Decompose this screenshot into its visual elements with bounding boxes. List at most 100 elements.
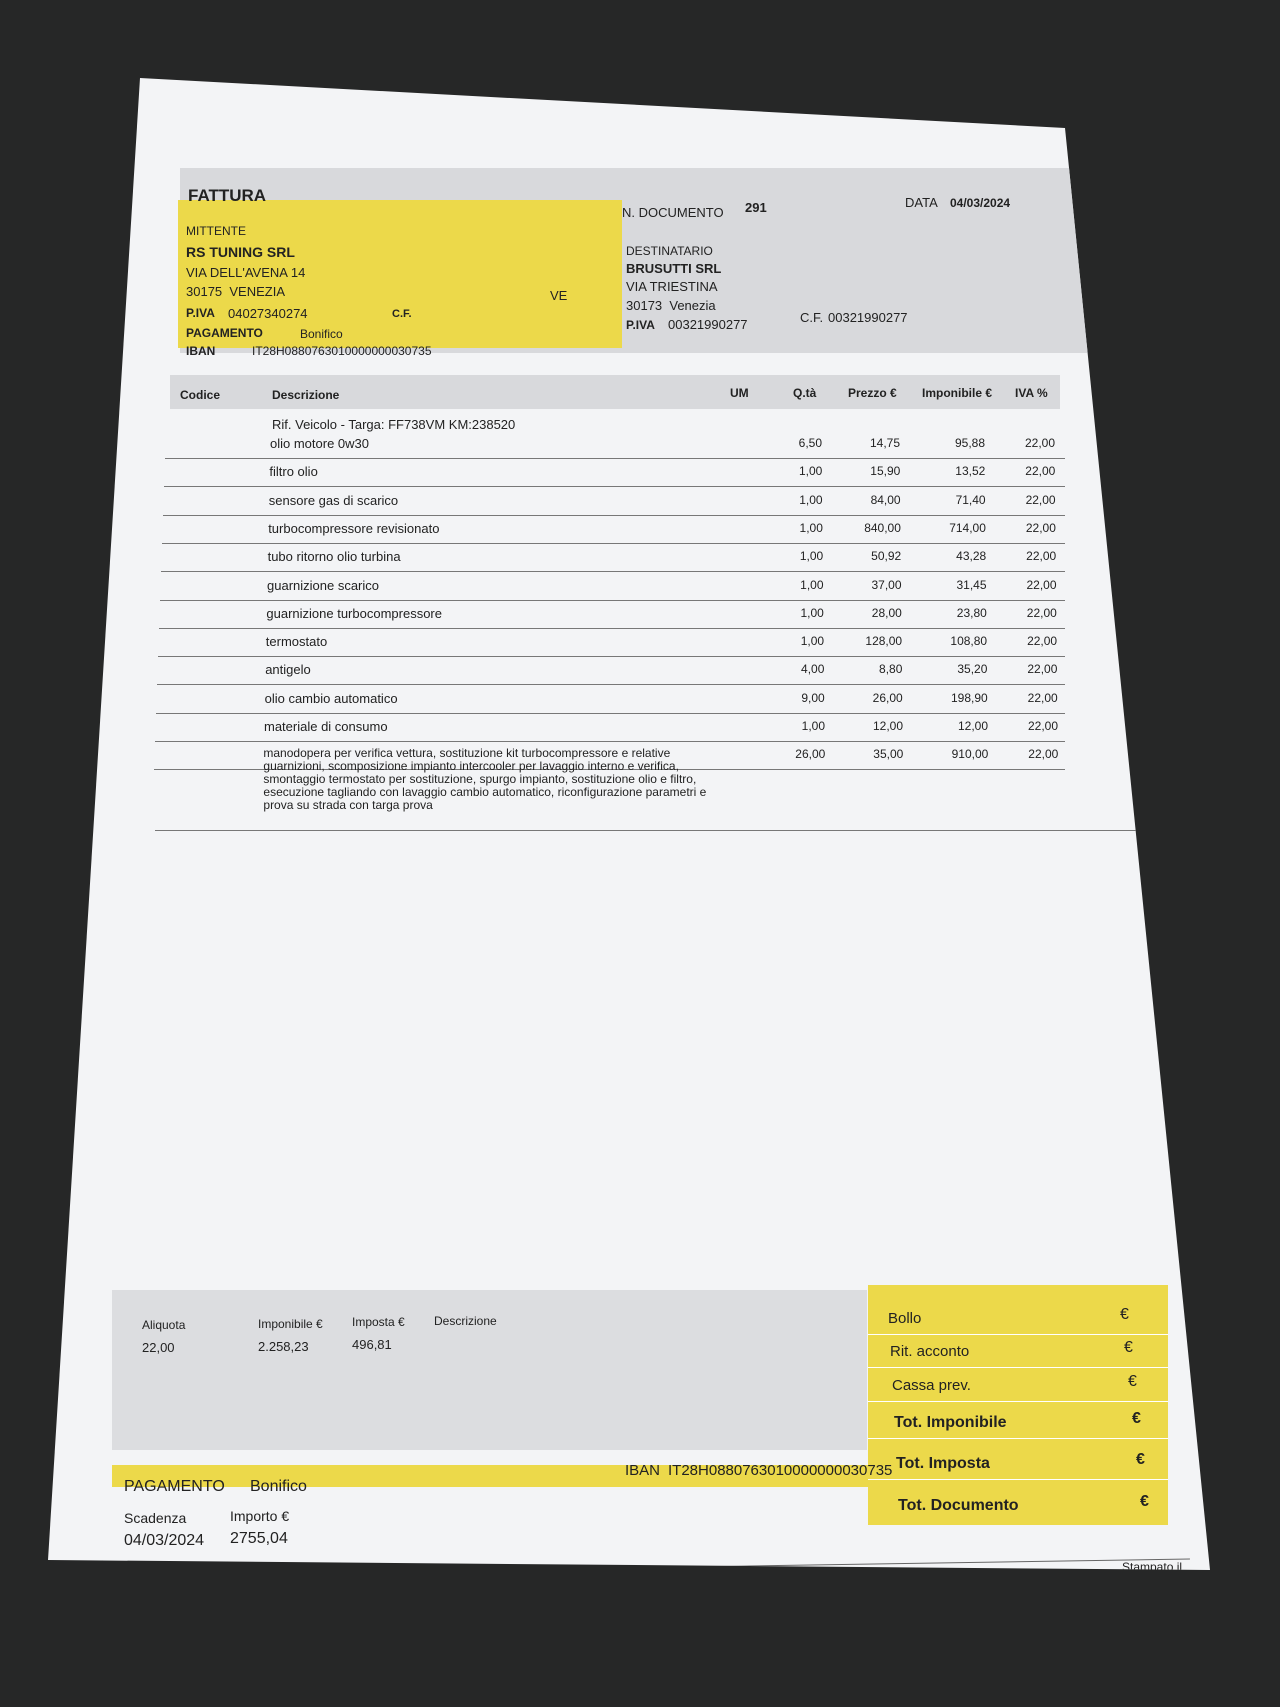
vat-band xyxy=(112,1290,867,1450)
payment-band xyxy=(112,1465,868,1487)
totals-box xyxy=(868,1285,1168,1525)
vat-header: Imposta € xyxy=(352,1315,405,1329)
vat-value: 496,81 xyxy=(352,1337,392,1352)
due-date: 04/03/2024 xyxy=(124,1532,205,1549)
sender-payment: Bonifico xyxy=(300,327,343,341)
item-number: 50,92 xyxy=(871,549,902,564)
item-number: 1,00 xyxy=(798,464,823,479)
column-header: Descrizione xyxy=(272,388,340,402)
column-header: Imponibile € xyxy=(922,386,993,400)
total-label: Tot. Imponibile xyxy=(894,1414,1007,1431)
item-number: 714,00 xyxy=(949,520,986,535)
item-number: 22,00 xyxy=(1027,634,1058,649)
item-number: 1,00 xyxy=(799,549,824,564)
item-number: 4,00 xyxy=(801,662,825,677)
column-header: IVA % xyxy=(1015,386,1048,400)
total-value: 2.258,23 xyxy=(1203,1411,1266,1428)
date-label: DATA xyxy=(905,195,938,210)
item-number: 22,00 xyxy=(1026,549,1057,564)
item-number: 108,80 xyxy=(950,634,988,649)
payment-iban-label: IBAN xyxy=(625,1462,661,1479)
recipient-city: 30173 Venezia xyxy=(626,298,716,313)
item-description: guarnizione scarico xyxy=(267,577,380,593)
sender-piva: 04027340274 xyxy=(228,306,308,321)
item-number: 28,00 xyxy=(871,605,902,620)
item-description: manodopera per verifica vettura, sostitu… xyxy=(263,746,707,813)
item-number: 1,00 xyxy=(799,492,823,507)
item-number: 22,00 xyxy=(1025,464,1056,479)
title: FATTURA xyxy=(188,186,267,205)
total-value: 496,81 xyxy=(1158,1452,1210,1470)
row-separator xyxy=(155,741,1065,742)
total-separator xyxy=(868,1334,1168,1335)
recipient-cf-label: C.F. xyxy=(800,310,824,325)
item-number: 22,00 xyxy=(1027,662,1058,677)
payment-label: PAGAMENTO xyxy=(124,1478,225,1495)
item-number: 22,00 xyxy=(1028,747,1059,762)
total-separator xyxy=(868,1479,1168,1480)
item-number: 1,00 xyxy=(801,719,825,733)
total-label: Rit. acconto xyxy=(890,1343,970,1360)
item-number: 26,00 xyxy=(795,747,826,762)
item-number: 35,00 xyxy=(873,747,904,762)
sender-iban-label: IBAN xyxy=(186,344,216,358)
row-separator xyxy=(158,656,1065,658)
item-number: 198,90 xyxy=(950,690,988,705)
doc-number: 291 xyxy=(745,200,767,215)
row-separator xyxy=(164,486,1065,488)
item-number: 14,75 xyxy=(869,436,900,450)
total-currency: € xyxy=(1136,1451,1145,1468)
recipient-address: VIA TRIESTINA xyxy=(626,279,718,294)
row-separator xyxy=(157,684,1065,686)
item-number: 128,00 xyxy=(865,634,903,649)
item-number: 22,00 xyxy=(1027,719,1058,733)
item-description: sensore gas di scarico xyxy=(268,492,399,508)
item-number: 95,88 xyxy=(954,436,985,450)
total-label: Tot. Documento xyxy=(898,1497,1019,1514)
total-label: Cassa prev. xyxy=(892,1377,971,1394)
vat-header: Imponibile € xyxy=(258,1316,323,1331)
item-number: 15,90 xyxy=(870,464,901,479)
item-description: materiale di consumo xyxy=(264,719,388,734)
item-number: 22,00 xyxy=(1025,492,1056,507)
total-separator xyxy=(868,1438,1168,1439)
sender-piva-label: P.IVA xyxy=(186,306,215,320)
item-number: 1,00 xyxy=(799,520,823,535)
item-description: filtro olio xyxy=(269,464,318,480)
total-currency: € xyxy=(1132,1410,1141,1427)
item-description: guarnizione turbocompressore xyxy=(266,605,442,621)
row-separator xyxy=(160,599,1065,601)
total-currency: € xyxy=(1124,1339,1133,1356)
total-currency: € xyxy=(1120,1306,1129,1323)
item-number: 22,00 xyxy=(1024,436,1055,450)
doc-number-label: N. DOCUMENTO xyxy=(622,205,724,220)
vat-header: Descrizione xyxy=(434,1313,497,1328)
item-number: 84,00 xyxy=(870,492,901,507)
item-number: 22,00 xyxy=(1026,577,1057,592)
row-separator xyxy=(165,458,1065,459)
total-value: 2.755,04 xyxy=(1207,1494,1270,1511)
item-number: 71,40 xyxy=(955,492,986,507)
item-number: 840,00 xyxy=(864,520,901,535)
sender-iban: IT28H0880763010000000030735 xyxy=(252,344,432,358)
total-currency: € xyxy=(1128,1373,1137,1390)
sender-box xyxy=(178,200,622,348)
date: 04/03/2024 xyxy=(950,196,1011,210)
column-header: UM xyxy=(730,386,749,400)
total-label: Bollo xyxy=(888,1310,922,1327)
payment-method: Bonifico xyxy=(250,1478,307,1495)
row-separator xyxy=(161,571,1065,573)
sender-payment-label: PAGAMENTO xyxy=(186,326,263,340)
row-separator xyxy=(155,830,1195,831)
item-number: 1,00 xyxy=(800,634,825,649)
item-number: 1,00 xyxy=(800,577,824,592)
item-description: turbocompressore revisionato xyxy=(268,520,440,536)
item-number: 22,00 xyxy=(1025,520,1056,535)
column-header: Codice xyxy=(180,388,221,402)
recipient-piva-label: P.IVA xyxy=(626,318,655,332)
sender-province: VE xyxy=(550,288,568,303)
item-description: olio motore 0w30 xyxy=(270,436,369,451)
total-currency: € xyxy=(1140,1493,1149,1510)
row-separator xyxy=(163,514,1065,516)
